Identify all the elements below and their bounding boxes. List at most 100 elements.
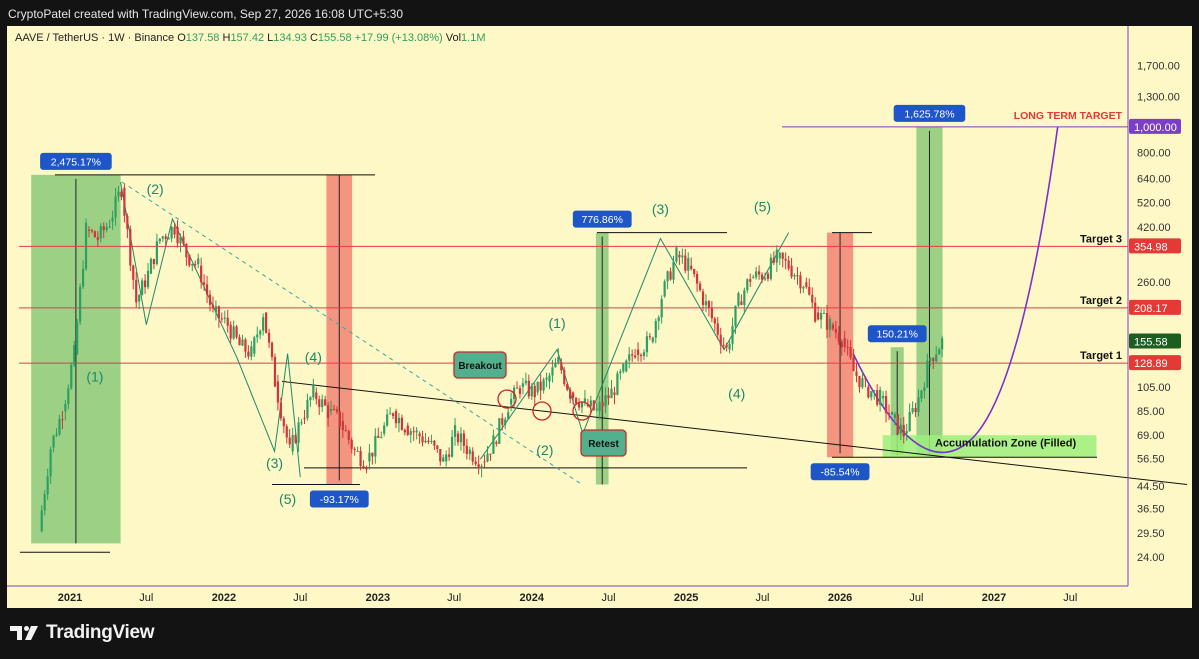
candle-body <box>814 302 817 322</box>
candle-body <box>781 252 784 259</box>
wave-label: (3) <box>266 455 283 471</box>
candle-body <box>666 271 669 282</box>
candle-body <box>696 274 699 284</box>
candle-body <box>84 222 88 269</box>
axis-layer: 1,700.00 1,300.00 800.00 640.00 520.00 420.00… <box>7 26 1181 604</box>
candle-body <box>737 293 740 306</box>
measure-label: 1,625.78% <box>904 108 954 120</box>
wave-label: (1) <box>549 315 566 331</box>
candle-body <box>846 346 849 348</box>
candle-body <box>911 408 914 412</box>
candle-body <box>536 381 539 393</box>
candle-body <box>149 258 153 274</box>
candle-body <box>102 226 105 231</box>
price-tick-label: 105.00 <box>1137 382 1171 394</box>
candle-body <box>914 408 917 413</box>
candle-body <box>917 397 920 413</box>
candle-body <box>852 357 855 372</box>
candle-body <box>418 433 421 437</box>
candle-body <box>855 371 858 376</box>
candle-body <box>793 275 796 277</box>
legend-o-key: O <box>177 32 186 44</box>
candle-body <box>99 226 102 239</box>
footer-brand: TradingView <box>10 622 155 644</box>
candle-body <box>90 230 94 232</box>
candle-body <box>870 391 873 398</box>
candle-body <box>802 286 805 289</box>
price-tick-label: 640.00 <box>1137 173 1171 185</box>
candle-body <box>244 339 247 352</box>
candle-body <box>406 425 409 435</box>
measure-label-badge <box>810 463 870 481</box>
candle-body <box>864 378 867 380</box>
candle-body <box>111 217 114 222</box>
dashed-trendline <box>121 181 583 485</box>
candle-body <box>819 313 823 320</box>
candle-body <box>96 237 99 241</box>
candle-body <box>760 274 764 280</box>
candle-body <box>344 429 347 432</box>
candle-body <box>678 254 681 258</box>
price-chart[interactable]: 2,475.17% -93.17% 776.86% -85.54% 150.21% 1,6… <box>7 26 1192 608</box>
candle-body <box>315 392 318 400</box>
candle-body <box>545 377 548 380</box>
candle-body <box>876 390 879 405</box>
candle-body <box>772 257 775 263</box>
candle-body <box>76 321 79 354</box>
candle-body <box>253 337 256 354</box>
candle-body <box>267 332 271 343</box>
candle-body <box>849 347 852 358</box>
candle-body <box>495 442 498 444</box>
candle-body <box>687 258 690 271</box>
time-tick-label: Jul <box>139 592 153 604</box>
candle-body <box>713 318 716 324</box>
candle-body <box>155 241 158 265</box>
candle-body <box>176 226 179 244</box>
candle-body <box>445 454 448 462</box>
candle-body <box>634 355 637 358</box>
candle-body <box>890 411 894 415</box>
time-tick-label: 2023 <box>366 592 390 604</box>
candle-body <box>403 429 406 433</box>
candle-body <box>837 332 840 342</box>
candle-body <box>778 252 781 259</box>
measure-label: 2,475.17% <box>51 156 101 168</box>
candle-body <box>896 414 899 434</box>
wave-label: (3) <box>652 201 669 217</box>
candle-body <box>828 318 832 330</box>
candle-body <box>247 351 250 357</box>
candle-body <box>790 265 793 277</box>
candle-body <box>235 326 238 338</box>
candle-body <box>465 445 468 455</box>
candle-body <box>241 339 244 346</box>
time-tick-label: 2025 <box>674 592 698 604</box>
measure-label: 150.21% <box>876 329 917 341</box>
candle-body <box>397 417 401 424</box>
candle-body <box>731 326 734 344</box>
wave-label: (1) <box>86 368 103 384</box>
candle-body <box>335 409 339 412</box>
chart-panel[interactable]: 2,475.17% -93.17% 776.86% -85.54% 150.21% 1,6… <box>7 26 1192 608</box>
candle-body <box>755 271 758 278</box>
candle-body <box>701 291 705 306</box>
measure-label: -85.54% <box>821 467 860 479</box>
price-tick-label: 36.50 <box>1137 504 1165 516</box>
candle-body <box>448 454 451 457</box>
candle-body <box>191 263 194 266</box>
retest-circle <box>572 401 592 421</box>
candle-body <box>194 263 197 265</box>
candle-body <box>740 301 743 305</box>
candle-body <box>610 388 613 399</box>
candle-body <box>639 355 643 357</box>
candle-body <box>365 468 368 470</box>
candle-body <box>424 440 427 443</box>
wave-label: (5) <box>279 491 296 507</box>
candle-body <box>288 437 291 445</box>
measure-label: 776.86% <box>581 214 622 226</box>
price-badge-label: 354.98 <box>1134 241 1168 253</box>
candle-body <box>811 294 814 303</box>
lines-layer <box>19 126 1188 553</box>
candle-body <box>498 418 501 444</box>
breakout-callout-box <box>453 351 507 379</box>
candle-body <box>208 294 212 305</box>
